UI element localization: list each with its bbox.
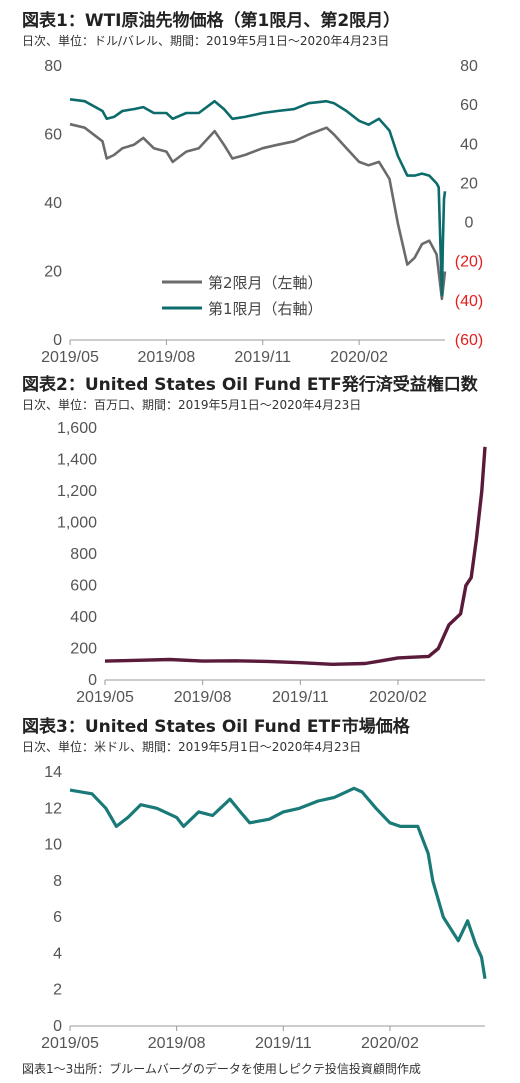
chart2-y-tick-label: 800 [70, 546, 97, 563]
chart3-y-tick-label: 2 [53, 982, 62, 999]
chart3-subtitle: 日次、単位：米ドル、期間：2019年5月1日～2020年4月23日 [22, 740, 362, 754]
chart1-y2-tick-label: (20) [455, 254, 483, 271]
chart2-title: 図表2：United States Oil Fund ETF発行済受益権口数 [22, 375, 478, 395]
chart1-subtitle: 日次、単位：ドル/バレル、期間：2019年5月1日～2020年4月23日 [22, 34, 390, 48]
source-note: 図表1～3出所：ブルームバーグのデータを使用しピクテ投信投資顧問作成 [22, 1062, 421, 1076]
chart2-y-tick-label: 400 [70, 609, 97, 626]
chart2-x-tick-label: 2019/05 [76, 689, 134, 706]
chart1-y2-tick-label: 0 [465, 215, 474, 232]
chart2-subtitle: 日次、単位：百万口、期間：2019年5月1日～2020年4月23日 [22, 398, 362, 412]
chart2-series-line-1 [104, 446, 487, 666]
chart1-y2-tick-label: 20 [460, 175, 478, 192]
chart1-y-tick-label: 60 [44, 127, 62, 144]
chart2-y-tick-label: 200 [70, 641, 97, 658]
chart1-x-tick-label: 2019/11 [234, 349, 291, 366]
legend-label-1: 第2限月（左軸） [208, 274, 323, 292]
chart3-y-tick-label: 4 [53, 945, 62, 962]
chart1-y2-tick-label: 40 [460, 136, 478, 153]
chart3-x-tick-label: 2019/11 [255, 1035, 312, 1052]
chart1-y2-tick-label: (60) [455, 332, 483, 349]
chart3-series-line-1 [69, 786, 487, 980]
chart3-y-tick-label: 0 [53, 1018, 62, 1035]
chart3-x-tick-label: 2019/08 [148, 1035, 206, 1052]
chart2-y-tick-label: 0 [88, 672, 97, 689]
chart1-series-line-2 [69, 98, 447, 297]
chart1-y-tick-label: 0 [53, 332, 62, 349]
chart1-y2-tick-label: (40) [455, 293, 483, 310]
chart1-series-line-1 [69, 122, 447, 301]
chart3-y-tick-label: 14 [44, 764, 62, 781]
chart1-y2-tick-label: 80 [460, 58, 478, 75]
chart2-y-tick-label: 600 [70, 578, 97, 595]
chart2-y-tick-label: 1,400 [57, 452, 97, 469]
chart1-title: 図表1：WTI原油先物価格（第1限月、第2限月） [22, 11, 401, 31]
chart1-y-tick-label: 80 [44, 58, 62, 75]
chart3-svg: 0 2 4 6 8 10 12 14 2019/05 2019/08 2019/11 2020/02 [41, 764, 487, 1052]
chart3-x-tick-label: 2019/05 [41, 1035, 99, 1052]
chart2-y-tick-label: 1,200 [57, 483, 97, 500]
chart2-x-tick-label: 2019/11 [272, 689, 329, 706]
chart1-x-tick-label: 2019/08 [137, 349, 195, 366]
chart2-y-tick-label: 1,600 [57, 420, 97, 437]
chart2-svg: 0 200 400 600 800 1,000 1,200 1,400 1,600 2019/05… [57, 420, 487, 706]
chart3-x-tick-label: 2020/02 [361, 1035, 419, 1052]
chart1-svg: 0 20 40 60 80 (60) (40) (20) 0 20 40 60 80 2019/05 201… [41, 58, 483, 366]
chart2-x-tick-label: 2019/08 [174, 689, 232, 706]
chart1-x-tick-label: 2019/05 [41, 349, 99, 366]
chart3-y-tick-label: 10 [44, 837, 62, 854]
chart3-title: 図表3：United States Oil Fund ETF市場価格 [22, 717, 410, 737]
chart3-y-tick-label: 8 [53, 873, 62, 890]
chart1-y-tick-label: 40 [44, 195, 62, 212]
legend-label-2: 第1限月（右軸） [208, 300, 323, 318]
chart3-y-tick-label: 6 [53, 909, 62, 926]
chart1-x-tick-label: 2020/02 [330, 349, 388, 366]
chart1-y2-tick-label: 60 [460, 97, 478, 114]
chart1-y-tick-label: 20 [44, 264, 62, 281]
chart2-y-tick-label: 1,000 [57, 515, 97, 532]
chart2-x-tick-label: 2020/02 [369, 689, 427, 706]
chart3-y-tick-label: 12 [44, 800, 62, 817]
